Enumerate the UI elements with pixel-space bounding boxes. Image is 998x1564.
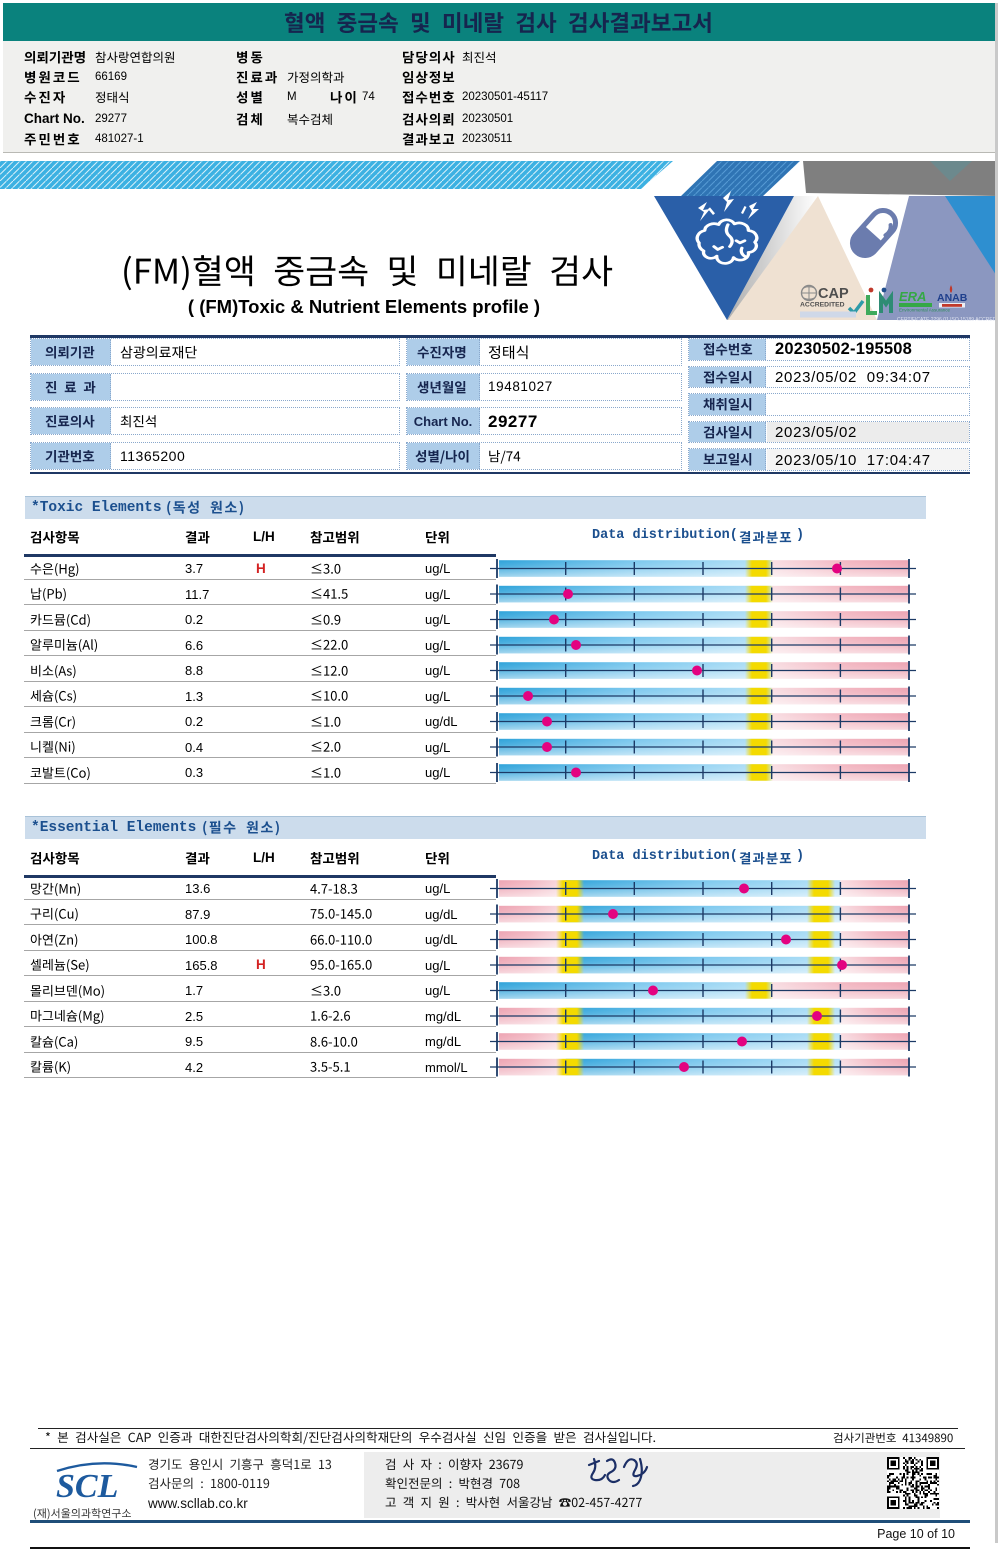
svg-text:CERTIFICATE 2296.01 ISO 15189: CERTIFICATE 2296.01 ISO 15189 ACCREDITED…	[897, 317, 998, 323]
svg-text:ACCREDITED: ACCREDITED	[800, 302, 845, 309]
svg-text:ERA: ERA	[899, 289, 926, 304]
svg-text:CAP: CAP	[818, 286, 849, 302]
svg-text:ANAB: ANAB	[937, 292, 968, 304]
svg-text:Environmental Assurance: Environmental Assurance	[899, 308, 951, 313]
